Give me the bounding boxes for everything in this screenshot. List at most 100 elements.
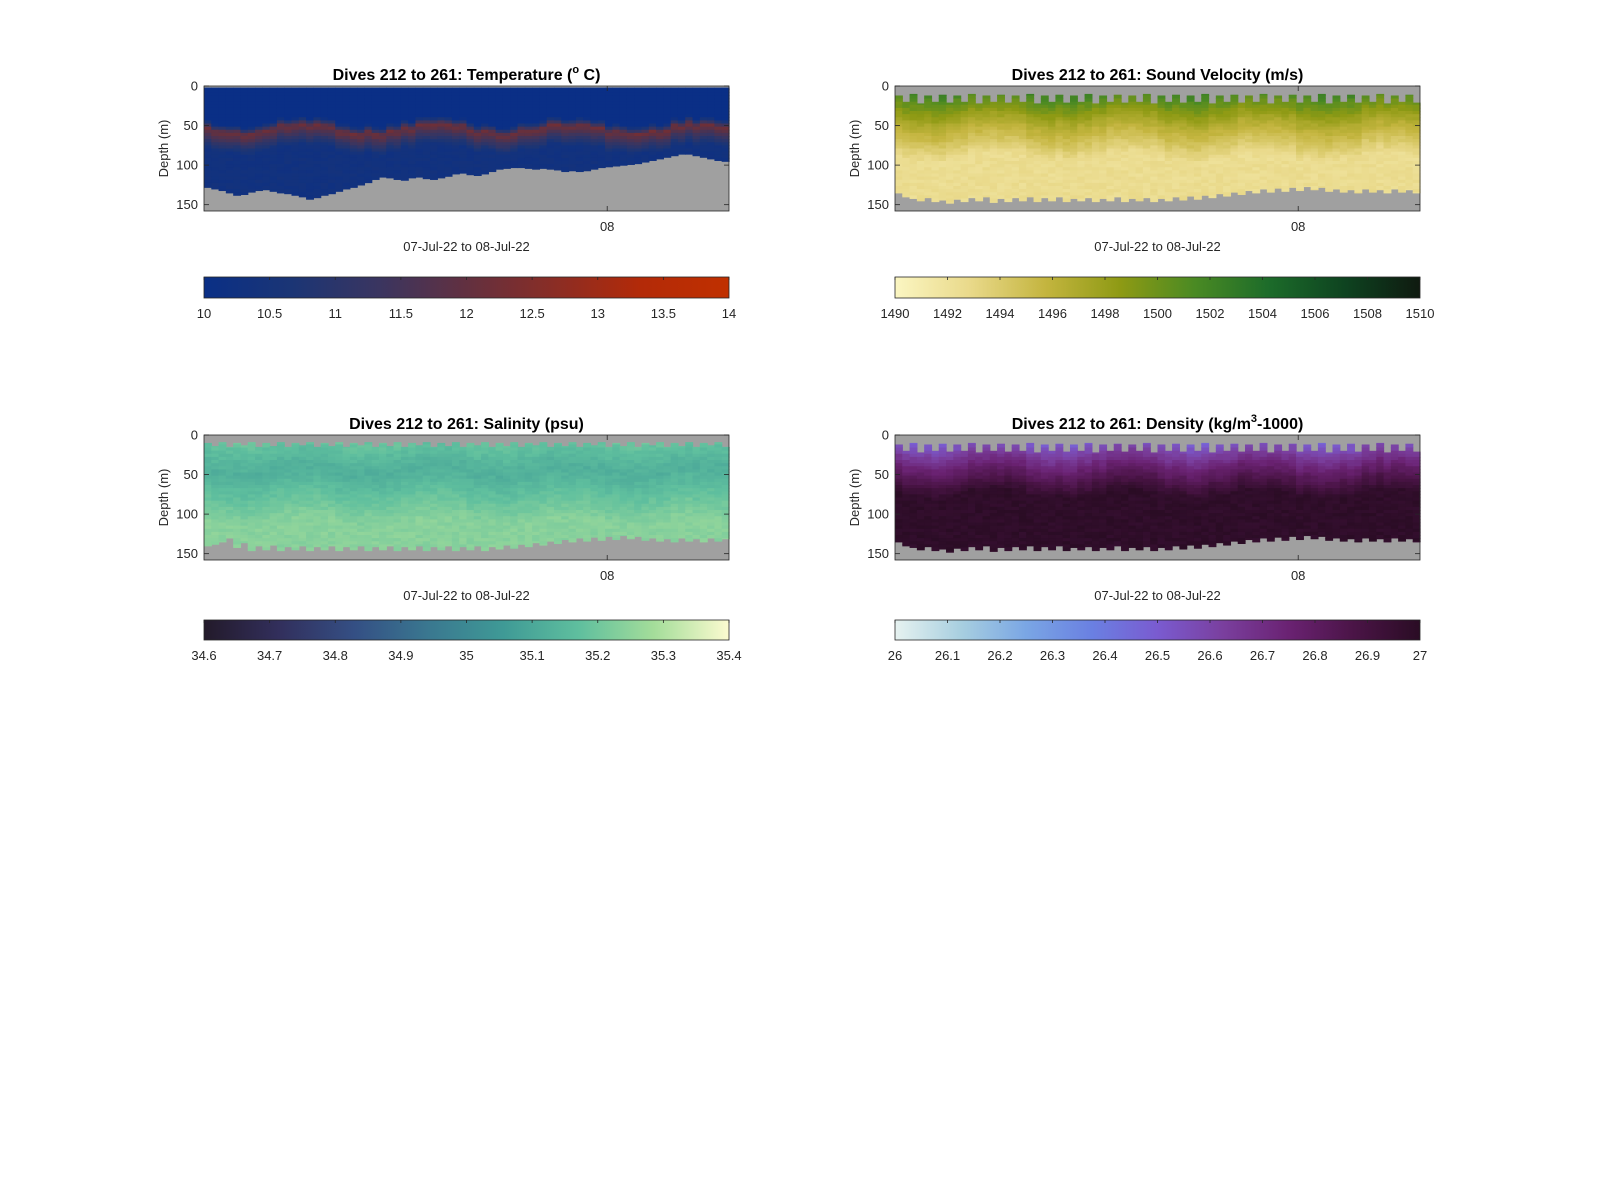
heatmap-cell: [408, 101, 417, 106]
heatmap-cell: [225, 472, 234, 477]
heatmap-cell: [641, 89, 650, 93]
heatmap-cell: [583, 89, 592, 93]
heatmap-cell: [902, 123, 911, 128]
heatmap-cell: [240, 528, 249, 533]
heatmap-cell: [626, 87, 635, 90]
heatmap-cell: [997, 182, 1005, 187]
heatmap-cell: [211, 157, 220, 162]
heatmap-cell: [1018, 198, 1027, 202]
heatmap-cell: [924, 114, 933, 118]
heatmap-cell: [298, 503, 307, 508]
heatmap-cell: [938, 195, 947, 200]
heatmap-cell: [931, 161, 940, 165]
heatmap-cell: [218, 114, 227, 118]
heatmap-cell: [1048, 151, 1057, 156]
heatmap-cell: [342, 154, 351, 159]
heatmap-cell: [597, 148, 606, 153]
heatmap-cell: [1208, 192, 1217, 196]
heatmap-cell: [1142, 179, 1151, 184]
heatmap-cell: [656, 98, 664, 103]
heatmap-cell: [1266, 117, 1275, 121]
heatmap-cell: [1055, 107, 1064, 112]
heatmap-cell: [1142, 164, 1151, 168]
heatmap-cell: [909, 179, 918, 184]
heatmap-cell: [298, 472, 307, 477]
heatmap-cell: [284, 456, 293, 461]
heatmap-cell: [1303, 139, 1312, 143]
heatmap-cell: [276, 528, 285, 533]
heatmap-cell: [692, 139, 701, 143]
heatmap-cell: [262, 469, 271, 474]
heatmap-cell: [561, 126, 570, 131]
heatmap-cell: [670, 120, 679, 125]
heatmap-cell: [1121, 139, 1129, 143]
heatmap-cell: [1274, 151, 1283, 156]
heatmap-cell: [1128, 145, 1137, 150]
heatmap-cell: [225, 525, 234, 530]
heatmap-cell: [306, 167, 314, 171]
heatmap-cell: [1252, 186, 1261, 190]
heatmap-cell: [953, 104, 962, 109]
heatmap-cell: [291, 544, 300, 549]
heatmap-cell: [306, 182, 314, 187]
heatmap-cell: [1193, 176, 1202, 181]
heatmap-cell: [1164, 101, 1173, 106]
heatmap-cell: [1033, 170, 1042, 175]
heatmap-cell: [938, 126, 947, 131]
heatmap-cell: [335, 117, 344, 121]
heatmap-cell: [1128, 186, 1137, 190]
heatmap-cell: [276, 136, 285, 140]
heatmap-cell: [1018, 107, 1027, 112]
heatmap-cell: [225, 136, 234, 140]
heatmap-cell: [306, 485, 314, 489]
heatmap-cell: [1390, 111, 1399, 115]
heatmap-cell: [1325, 104, 1334, 109]
heatmap-cell: [619, 151, 628, 156]
heatmap-cell: [204, 111, 212, 115]
heatmap-cell: [408, 92, 417, 96]
heatmap-cell: [262, 98, 271, 103]
heatmap-cell: [306, 92, 314, 96]
heatmap-cell: [575, 129, 584, 134]
heatmap-cell: [1048, 148, 1057, 153]
heatmap-cell: [612, 132, 621, 137]
heatmap-cell: [276, 148, 285, 153]
heatmap-cell: [276, 129, 285, 134]
heatmap-cell: [466, 148, 475, 153]
heatmap-cell: [276, 189, 285, 193]
heatmap-cell: [291, 182, 300, 187]
heatmap-cell: [1398, 114, 1407, 118]
heatmap-cell: [262, 450, 271, 455]
heatmap-cell: [685, 123, 694, 128]
heatmap-cell: [1259, 123, 1268, 128]
heatmap-cell: [997, 94, 1005, 96]
heatmap-cell: [298, 544, 307, 547]
heatmap-cell: [386, 104, 395, 109]
heatmap-cell: [1390, 95, 1399, 100]
heatmap-cell: [481, 132, 489, 137]
heatmap-cell: [605, 154, 613, 159]
heatmap-cell: [1142, 192, 1151, 196]
heatmap-cell: [1040, 182, 1049, 187]
heatmap-cell: [204, 475, 212, 480]
heatmap-cell: [211, 89, 220, 93]
heatmap-cell: [916, 104, 925, 109]
heatmap-cell: [211, 506, 220, 511]
heatmap-cell: [1288, 136, 1297, 140]
heatmap-cell: [960, 179, 969, 184]
heatmap-cell: [1259, 157, 1268, 162]
heatmap-cell: [218, 516, 227, 520]
heatmap-cell: [225, 126, 234, 131]
heatmap-cell: [982, 142, 991, 146]
heatmap-cell: [1193, 148, 1202, 153]
heatmap-cell: [269, 126, 278, 131]
heatmap-cell: [1347, 148, 1355, 153]
heatmap-cell: [327, 101, 336, 106]
heatmap-cell: [1004, 114, 1013, 118]
heatmap-cell: [233, 98, 242, 103]
heatmap-cell: [386, 117, 395, 121]
heatmap-cell: [488, 148, 497, 153]
heatmap-cell: [946, 154, 954, 159]
heatmap-cell: [1266, 148, 1275, 153]
